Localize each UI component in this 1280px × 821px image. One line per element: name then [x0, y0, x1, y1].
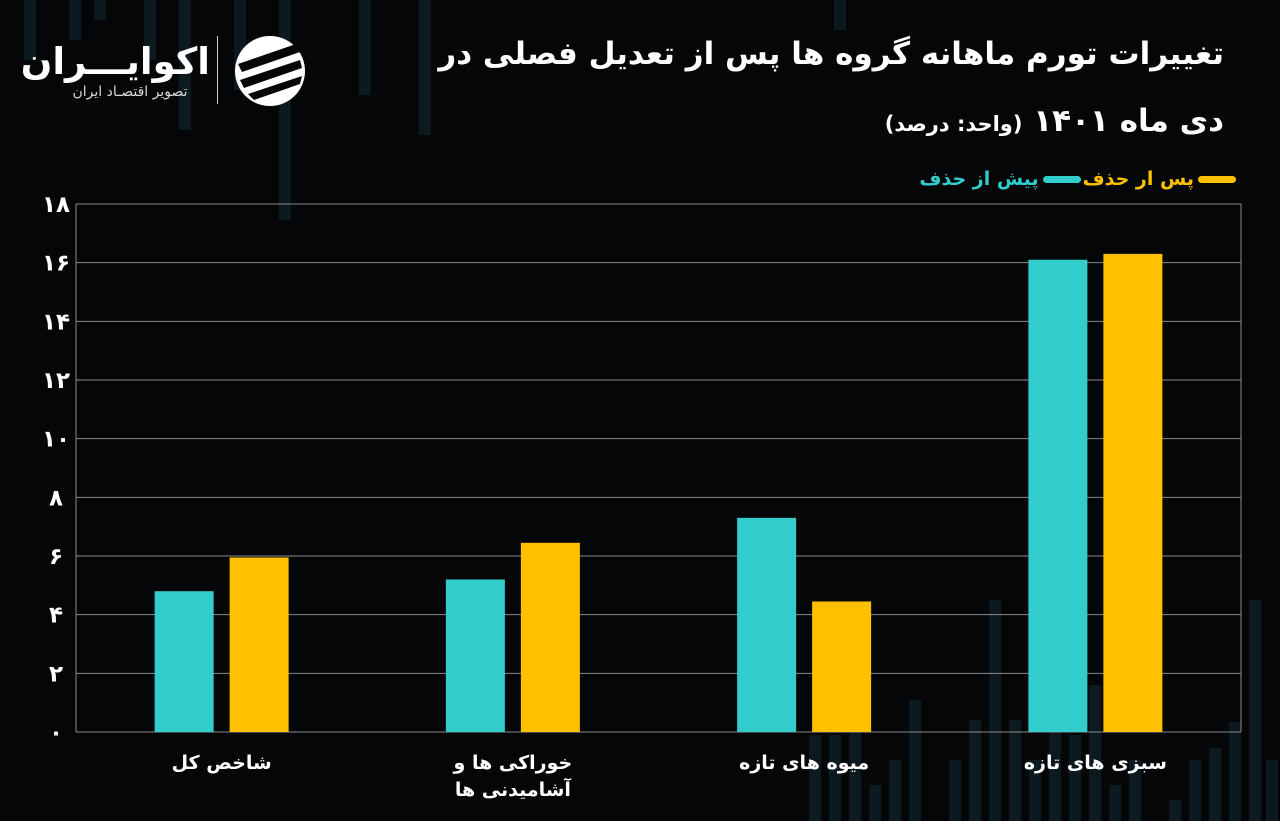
brand-logo: اکوایـــران تصویر اقتصـاد ایران: [20, 34, 310, 108]
y-tick-label: ۱۶: [42, 251, 70, 277]
unit-label: (واحد: درصد): [884, 112, 1023, 136]
y-tick-label: ۱۲: [42, 368, 70, 394]
logo-divider: [217, 36, 218, 104]
legend-swatch-before: [1042, 175, 1081, 183]
chart-legend: پس ار حذف پیش از حذف: [919, 168, 1236, 190]
bar-before: [154, 591, 214, 732]
legend-label-before: پیش از حذف: [919, 168, 1039, 190]
x-category-label: آشامیدنی ها: [455, 777, 572, 801]
subtitle-date: دی ماه ۱۴۰۱: [1033, 103, 1224, 139]
legend-item-after: پس ار حذف: [1083, 168, 1236, 190]
x-category-label: میوه های تازه: [739, 752, 869, 774]
y-tick-label: ۱۴: [42, 309, 70, 335]
legend-label-after: پس ار حذف: [1082, 168, 1194, 190]
logo-name: اکوایـــران: [20, 40, 210, 83]
y-tick-label: ۱۰: [42, 427, 70, 453]
bar-after: [1103, 253, 1163, 732]
legend-swatch-after: [1198, 175, 1236, 183]
bar-after: [229, 557, 289, 732]
chart-title: تغییرات تورم ماهانه گروه ها پس از تعدیل …: [438, 36, 1224, 72]
bar-after: [520, 542, 580, 732]
y-tick-label: ۶: [49, 544, 63, 570]
y-tick-label: ۱۸: [42, 192, 70, 218]
x-category-label: سبزی های تازه: [1024, 752, 1167, 774]
logo-tagline: تصویر اقتصـاد ایران: [72, 84, 188, 100]
bar-before: [1028, 259, 1088, 732]
y-tick-label: ۸: [49, 485, 63, 511]
y-tick-label: ۴: [49, 603, 63, 629]
bar-before: [445, 579, 505, 732]
x-category-label: خوراکی ها و: [453, 752, 573, 774]
logo-mark-icon: [235, 36, 305, 106]
bar-after: [812, 601, 872, 732]
y-tick-label: ۰: [49, 720, 63, 746]
bar-before: [737, 517, 797, 732]
y-tick-label: ۲: [49, 661, 63, 687]
x-category-label: شاخص کل: [172, 752, 272, 774]
chart-subtitle: دی ماه ۱۴۰۱ (واحد: درصد): [885, 103, 1224, 139]
legend-item-before: پیش از حذف: [919, 168, 1081, 190]
